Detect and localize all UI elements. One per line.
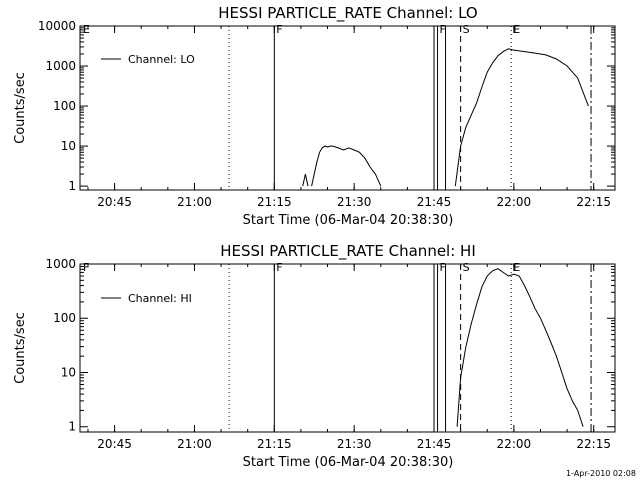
lo-x-tick-label: 21:15 [257, 195, 292, 209]
hi-event-label: S [463, 261, 470, 274]
lo-y-axis-label: Counts/sec [13, 72, 28, 144]
lo-y-tick-label: 1000 [45, 59, 76, 73]
lo-event-label: E [513, 23, 520, 36]
lo-rate-line [302, 173, 309, 187]
hi-x-axis-label: Start Time (06-Mar-04 20:38:30) [243, 455, 454, 470]
hi-corner-label: F [83, 261, 89, 274]
lo-channel-panel: HESSI PARTICLE_RATE Channel: LO Counts/s… [13, 4, 616, 228]
hi-y-tick-label: 1000 [45, 257, 76, 271]
hi-event-label: F [276, 261, 282, 274]
hi-y-tick-label: 1 [68, 420, 76, 434]
lo-chart-title: HESSI PARTICLE_RATE Channel: LO [218, 4, 477, 23]
lo-plot-frame [79, 25, 616, 191]
hi-y-axis-label: Counts/sec [13, 312, 28, 384]
hi-y-tick-label: 100 [53, 311, 76, 325]
hi-x-tick-label: 22:00 [497, 437, 532, 451]
hi-chart-title: HESSI PARTICLE_RATE Channel: HI [220, 242, 476, 261]
hi-legend-label: Channel: HI [128, 292, 192, 305]
hi-x-tick-label: 21:00 [177, 437, 212, 451]
lo-rate-line [311, 145, 382, 187]
lo-y-tick-label: 10000 [38, 19, 76, 33]
lo-x-tick-label: 21:00 [177, 195, 212, 209]
lo-x-tick-label: 22:15 [576, 195, 611, 209]
hi-channel-panel: HESSI PARTICLE_RATE Channel: HI Counts/s… [13, 242, 616, 470]
generation-timestamp: 1-Apr-2010 02:08 [566, 469, 636, 478]
lo-event-label: S [463, 23, 470, 36]
hi-event-label: F [440, 261, 446, 274]
hi-x-tick-label: 20:45 [97, 437, 132, 451]
lo-corner-label: E [83, 23, 90, 36]
hi-y-tick-label: 10 [61, 365, 76, 379]
hi-event-label: E [513, 261, 520, 274]
hi-plot-frame [79, 263, 616, 433]
lo-legend-label: Channel: LO [128, 53, 195, 66]
lo-rate-line [454, 48, 589, 187]
lo-x-tick-label: 22:00 [497, 195, 532, 209]
lo-y-tick-label: 100 [53, 99, 76, 113]
hi-x-tick-label: 21:15 [257, 437, 292, 451]
hi-x-tick-label: 21:45 [417, 437, 452, 451]
lo-x-tick-label: 21:45 [417, 195, 452, 209]
lo-x-axis-label: Start Time (06-Mar-04 20:38:30) [243, 213, 454, 228]
hi-rate-line [456, 268, 584, 427]
hi-x-tick-label: 21:30 [337, 437, 372, 451]
lo-y-tick-label: 1 [68, 179, 76, 193]
lo-x-tick-label: 20:45 [97, 195, 132, 209]
lo-event-label: F [440, 23, 446, 36]
hi-x-tick-label: 22:15 [576, 437, 611, 451]
lo-y-tick-label: 10 [61, 139, 76, 153]
lo-x-tick-label: 21:30 [337, 195, 372, 209]
lo-event-label: F [276, 23, 282, 36]
